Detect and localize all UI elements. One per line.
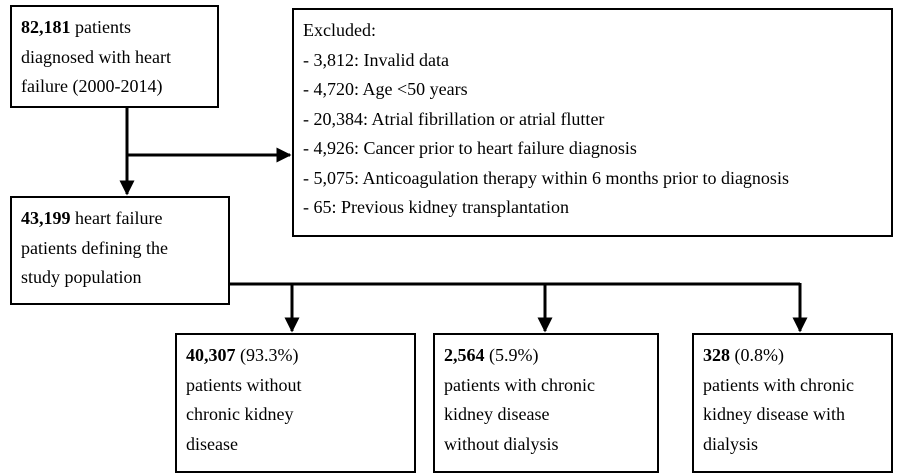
count: 40,307 xyxy=(186,345,236,365)
text-line: 43,199 heart failure xyxy=(21,204,228,234)
excluded-item: - 4,720: Age <50 years xyxy=(303,79,468,99)
text-line: 82,181 patients xyxy=(21,13,217,43)
excluded-title: Excluded: xyxy=(303,20,376,40)
excluded-item: - 20,384: Atrial fibrillation or atrial … xyxy=(303,108,605,129)
text: (93.3%) xyxy=(240,345,299,365)
text-line: 40,307 (93.3%) xyxy=(186,341,414,371)
text-line: patients without xyxy=(186,374,302,395)
text-line: disease xyxy=(186,433,238,454)
text-line: diagnosed with heart xyxy=(21,46,171,67)
count: 2,564 xyxy=(444,345,485,365)
text: heart failure xyxy=(75,208,163,228)
excluded-box: Excluded: - 3,812: Invalid data - 4,720: … xyxy=(292,8,893,237)
excluded-item: - 3,812: Invalid data xyxy=(303,49,449,70)
text-line: patients with chronic xyxy=(444,374,595,395)
group-box: 2,564 (5.9%) patients with chronic kidney … xyxy=(433,333,659,473)
count: 328 xyxy=(703,345,730,365)
text: (0.8%) xyxy=(734,345,784,365)
text-line: kidney disease with xyxy=(703,404,845,424)
text: (5.9%) xyxy=(489,345,539,365)
text-line: without dialysis xyxy=(444,433,559,454)
group-box: 40,307 (93.3%) patients without chronic ki… xyxy=(175,333,416,473)
text-line: chronic kidney xyxy=(186,404,294,424)
text-line: 2,564 (5.9%) xyxy=(444,341,657,371)
text-line: 328 (0.8%) xyxy=(703,341,891,371)
text: patients xyxy=(75,17,131,37)
group-box: 328 (0.8%) patients with chronic kidney di… xyxy=(692,333,893,473)
excluded-item: - 65: Previous kidney transplantation xyxy=(303,197,569,217)
population-box: 43,199 heart failure patients defining th… xyxy=(10,196,230,305)
count: 82,181 xyxy=(21,17,71,37)
text-line: patients with chronic xyxy=(703,374,854,395)
text-line: study population xyxy=(21,267,142,287)
source-box: 82,181 patients diagnosed with heart failu… xyxy=(10,5,219,108)
text-line: kidney disease xyxy=(444,404,550,424)
text-line: dialysis xyxy=(703,433,759,454)
text-line: patients defining the xyxy=(21,237,168,258)
text-line: failure (2000-2014) xyxy=(21,76,163,96)
excluded-item: - 5,075: Anticoagulation therapy within … xyxy=(303,167,789,188)
count: 43,199 xyxy=(21,208,71,228)
excluded-item: - 4,926: Cancer prior to heart failure d… xyxy=(303,138,637,158)
